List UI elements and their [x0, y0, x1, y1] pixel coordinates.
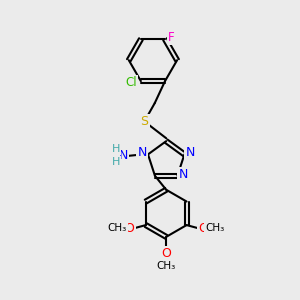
Text: F: F	[168, 31, 175, 44]
Text: N: N	[186, 146, 195, 159]
Text: CH₃: CH₃	[206, 223, 225, 233]
Text: S: S	[140, 115, 148, 128]
Text: H: H	[111, 144, 120, 154]
Text: O: O	[125, 221, 134, 235]
Text: CH₃: CH₃	[157, 261, 176, 271]
Text: N: N	[178, 168, 188, 181]
Text: CH₃: CH₃	[108, 223, 127, 233]
Text: N: N	[137, 146, 147, 159]
Text: O: O	[198, 221, 208, 235]
Text: H: H	[111, 157, 120, 167]
Text: Cl: Cl	[126, 76, 137, 89]
Text: O: O	[161, 248, 171, 260]
Text: N: N	[118, 149, 128, 162]
